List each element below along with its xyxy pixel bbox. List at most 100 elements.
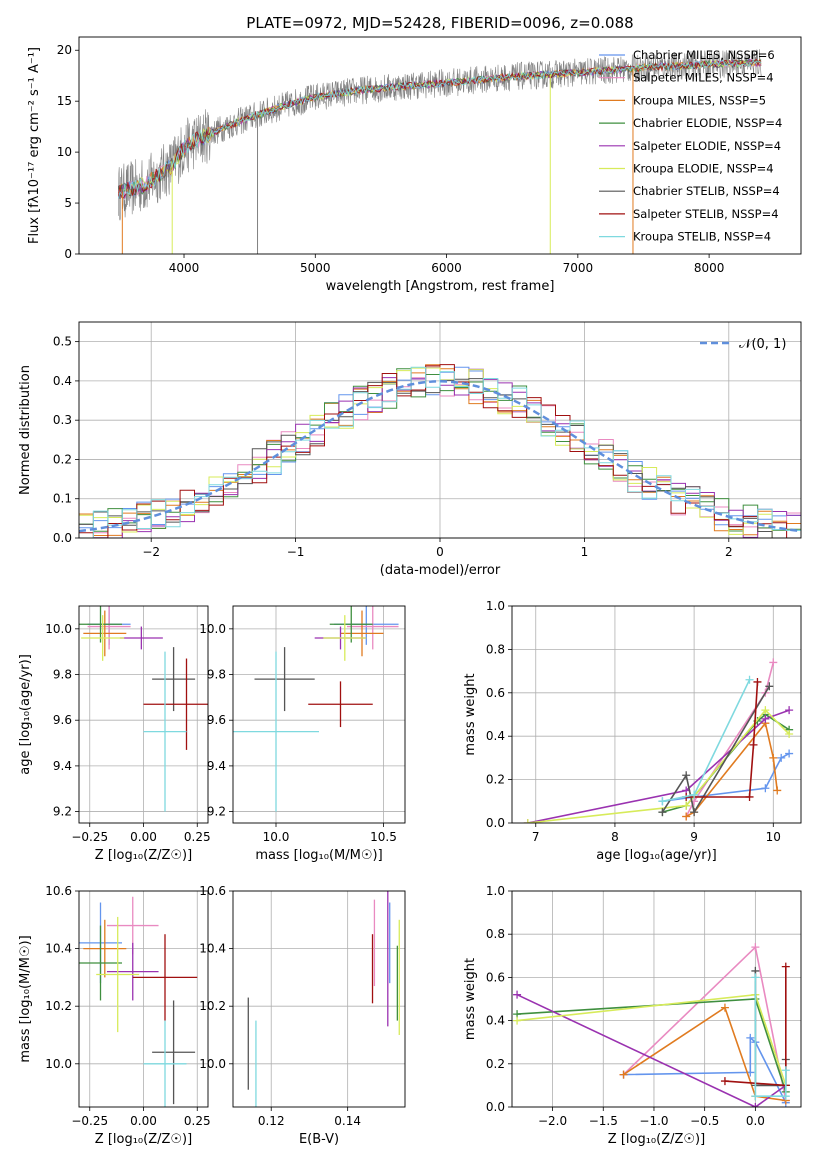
panel-4-marker-kroupa_stelib-0 bbox=[658, 797, 667, 806]
panel-5-ytick-label-0: 10.0 bbox=[45, 1057, 72, 1071]
panel-2-xtick-label-2: 0.25 bbox=[184, 830, 211, 844]
panel-0-axes bbox=[75, 49, 710, 258]
panel-2-frame bbox=[78, 605, 209, 824]
panel-5-frame bbox=[78, 890, 209, 1108]
panel-7-marker-salpeter_miles-1 bbox=[751, 943, 760, 952]
panel-6-xtick-label-1: 0.14 bbox=[334, 1114, 361, 1128]
spectrum-model-chabrier_stelib bbox=[117, 59, 762, 199]
panel-4-marker-salpeter_elodie-2 bbox=[761, 714, 770, 723]
panel-6-points bbox=[247, 891, 400, 1107]
panel-1-xtick-label-4: 2 bbox=[725, 545, 733, 559]
panel-6-ytick-label-0: 10.0 bbox=[199, 1057, 226, 1071]
panel-7-line-salpeter_elodie bbox=[516, 993, 787, 1107]
panel-4-marker-chabrier_stelib-0 bbox=[658, 808, 667, 817]
panel-7-line-kroupa_stelib bbox=[754, 977, 787, 1097]
panel-0-xtick-label-0: 4000 bbox=[169, 261, 200, 275]
panel-3-xtick-label-0: 10.0 bbox=[263, 830, 290, 844]
panel-7-xlabel: Z [log₁₀(Z/Z☉)] bbox=[608, 1132, 705, 1147]
panel-4-marker-salpeter_stelib-1 bbox=[745, 792, 754, 801]
residual-plot-area bbox=[79, 364, 801, 538]
panel-1-xtick-label-2: 0 bbox=[436, 545, 444, 559]
panel-0-xtick-label-2: 6000 bbox=[431, 261, 462, 275]
panel-1-ytick-label-3: 0.3 bbox=[53, 413, 72, 427]
panel-2-points bbox=[79, 606, 208, 812]
panel-7-ytick-label-0: 0.0 bbox=[486, 1100, 505, 1114]
panel-5-xtick-label-2: 0.25 bbox=[184, 1114, 211, 1128]
panel-4-ylabel: mass weight bbox=[463, 673, 478, 755]
panel-2-ytick-label-2: 9.6 bbox=[53, 713, 72, 727]
panel-7-ytick-label-1: 0.2 bbox=[486, 1057, 505, 1071]
panel-7-marker-kroupa_stelib-2 bbox=[781, 1092, 790, 1101]
panel-7-marker-salpeter_elodie-1 bbox=[751, 1103, 760, 1107]
panel-5-xlabel: Z [log₁₀(Z/Z☉)] bbox=[95, 1132, 192, 1147]
panel-4-xtick-label-1: 8 bbox=[611, 830, 619, 844]
panel-5-xtick-label-1: 0.00 bbox=[130, 1114, 157, 1128]
panel-4-line-chabrier_miles bbox=[662, 752, 790, 803]
panel-4-frame bbox=[511, 605, 802, 824]
panel-5-points bbox=[79, 896, 198, 1107]
panel-4-marker-chabrier_miles-4 bbox=[785, 749, 794, 758]
panel-7-line-kroupa_miles bbox=[623, 1006, 786, 1102]
panel-4-marker-kroupa_elodie-0 bbox=[523, 819, 532, 823]
panel-4-marker-kroupa_miles-0 bbox=[682, 812, 691, 821]
panel-4-ytick-label-5: 1.0 bbox=[486, 599, 505, 613]
panel-4-marker-kroupa_miles-3 bbox=[769, 753, 778, 762]
panel-4-line-kroupa_elodie bbox=[527, 709, 790, 823]
panel-2-xtick-label-1: 0.00 bbox=[130, 830, 157, 844]
panel-4-ytick-label-1: 0.2 bbox=[486, 773, 505, 787]
panel-6-xlabel: E(B-V) bbox=[299, 1132, 339, 1147]
panel-2-xtick-label-0: −0.25 bbox=[71, 830, 108, 844]
panel-7-ytick-label-2: 0.4 bbox=[486, 1014, 505, 1028]
panel-4-marker-chabrier_miles-3 bbox=[777, 753, 786, 762]
panel-4-line-salpeter_stelib bbox=[686, 681, 759, 798]
spectrum-model-kroupa_stelib bbox=[117, 59, 762, 199]
panel-1-xtick-label-0: −2 bbox=[142, 545, 160, 559]
panel-0-xlabel: wavelength [Angstrom, rest frame] bbox=[326, 279, 555, 294]
panel-0-ytick-label-3: 15 bbox=[57, 94, 72, 108]
panel-0-ylabel: Flux [fλ10⁻¹⁷ erg cm⁻² s⁻¹ A⁻¹] bbox=[27, 47, 42, 244]
panel-3-axes bbox=[229, 606, 405, 827]
panel-4-ytick-label-3: 0.6 bbox=[486, 686, 505, 700]
panel-4-ytick-label-2: 0.4 bbox=[486, 729, 505, 743]
panel-7-lines bbox=[513, 943, 790, 1107]
panel-3-xtick-label-1: 10.5 bbox=[370, 830, 397, 844]
panel-4-marker-salpeter_miles-3 bbox=[769, 658, 778, 667]
panel-1-xtick-label-1: −1 bbox=[287, 545, 305, 559]
panel-4-marker-chabrier_miles-2 bbox=[761, 784, 770, 793]
panel-3-ytick-label-4: 10.0 bbox=[199, 622, 226, 636]
panel-4-line-salpeter_miles bbox=[685, 662, 775, 817]
panel-1-xlabel: (data-model)/error bbox=[380, 563, 501, 578]
panel-2-ytick-label-3: 9.8 bbox=[53, 668, 72, 682]
panel-5-axes bbox=[75, 890, 208, 1111]
panel-6-ytick-label-3: 10.6 bbox=[199, 884, 226, 898]
legend-label-chabrier_stelib: Chabrier STELIB, NSSP=4 bbox=[633, 184, 780, 198]
panel-4-xtick-label-3: 10 bbox=[766, 830, 781, 844]
legend-label-gaussian: 𝒩(0, 1) bbox=[739, 337, 786, 352]
panel-4-xlabel: age [log₁₀(age/yr)] bbox=[596, 848, 717, 863]
panel-4-line-salpeter_elodie bbox=[527, 709, 790, 823]
panel-4-xtick-label-2: 9 bbox=[690, 830, 698, 844]
panel-2-ytick-label-0: 9.2 bbox=[53, 805, 72, 819]
panel-0-frame bbox=[78, 36, 802, 255]
panel-4-lines bbox=[523, 658, 794, 823]
panel-1-ytick-label-0: 0.0 bbox=[53, 531, 72, 545]
legend-label-kroupa_elodie: Kroupa ELODIE, NSSP=4 bbox=[633, 162, 774, 176]
panel-7-marker-salpeter_elodie-0 bbox=[513, 990, 522, 999]
legend-label-kroupa_miles: Kroupa MILES, NSSP=5 bbox=[633, 93, 766, 107]
panel-4-marker-kroupa_stelib-2 bbox=[745, 675, 754, 684]
panel-1-frame bbox=[78, 321, 802, 539]
panel-5-xtick-label-0: −0.25 bbox=[71, 1114, 108, 1128]
legend-label-salpeter_miles: Salpeter MILES, NSSP=4 bbox=[633, 71, 774, 85]
panel-7-marker-kroupa_stelib-0 bbox=[751, 973, 760, 982]
panel-7-line-chabrier_stelib bbox=[754, 970, 787, 1087]
panel-7-xtick-label-4: 0.0 bbox=[746, 1114, 765, 1128]
panel-7-xtick-label-1: −1.5 bbox=[589, 1114, 618, 1128]
panel-5-ylabel: mass [log₁₀(M/M☉)] bbox=[18, 935, 33, 1062]
panel-7-ytick-label-5: 1.0 bbox=[486, 884, 505, 898]
spectrum-title: PLATE=0972, MJD=52428, FIBERID=0096, z=0… bbox=[246, 14, 633, 32]
panel-3-frame bbox=[232, 605, 406, 824]
panel-4-marker-salpeter_stelib-2 bbox=[749, 740, 758, 749]
panel-0-ytick-label-0: 0 bbox=[64, 247, 72, 261]
panel-6-ytick-label-2: 10.4 bbox=[199, 942, 226, 956]
